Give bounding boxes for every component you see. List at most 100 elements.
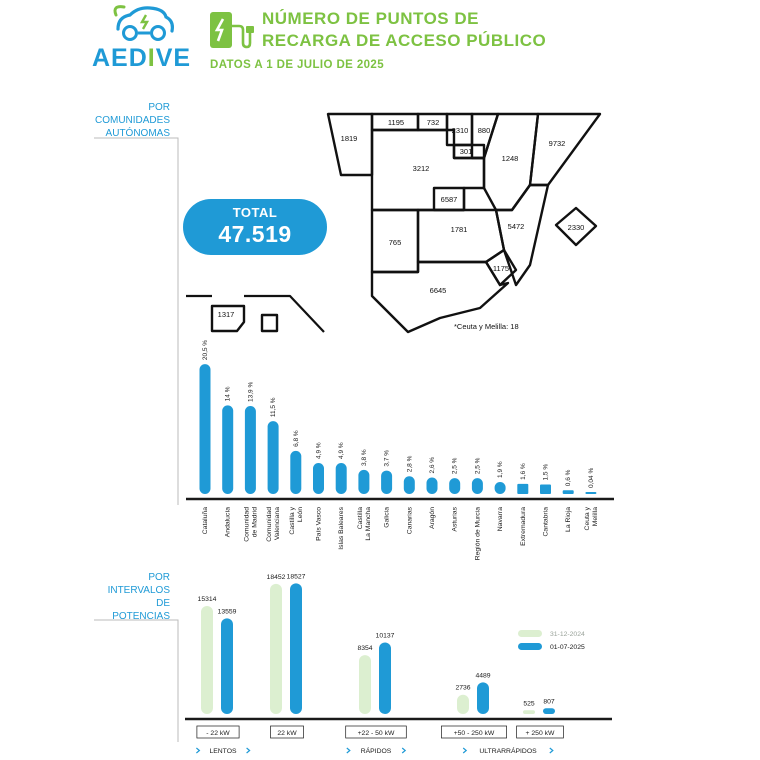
category-label: Castilla y <box>289 506 296 534</box>
map-value-baleares: 2330 <box>568 223 585 232</box>
category-box: - 22 kW <box>196 725 240 739</box>
regions-bar-chart: 20,5 % Cataluña 14 % Andalucía 13,9 % Comunid… <box>186 340 614 560</box>
category-label: León <box>297 507 304 522</box>
map-value-castilla-la-mancha: 1781 <box>451 225 468 234</box>
map-region-comunidad-valenciana <box>494 183 550 287</box>
bar <box>426 477 438 494</box>
category-label: La Mancha <box>365 507 372 541</box>
bar <box>523 710 535 714</box>
value-label: 3,7 % <box>384 450 391 467</box>
category-box-border <box>441 725 507 739</box>
category-box-border <box>196 725 240 739</box>
map-value-extremadura: 765 <box>389 238 402 247</box>
spain-map <box>186 112 602 334</box>
category-label: Canarias <box>406 506 413 534</box>
bar <box>244 405 256 494</box>
category-label: Aragón <box>429 507 436 529</box>
category-label: Islas Baleares <box>338 506 345 549</box>
bar <box>585 492 597 494</box>
value-label: 14 % <box>225 386 232 401</box>
section-label-line: INTERVALOS <box>107 585 170 596</box>
value-label: 13,9 % <box>247 382 254 402</box>
bar <box>562 490 574 494</box>
map-value-asturias: 1195 <box>388 118 404 127</box>
chevron-right-icon <box>196 747 201 754</box>
value-label: 0,04 % <box>588 468 595 488</box>
chevron-right-icon <box>462 747 468 754</box>
category-label: Región de Murcia <box>474 507 481 560</box>
value-label: 4489 <box>475 672 490 679</box>
value-label: 1,9 % <box>497 461 504 478</box>
category-label: Cantabria <box>543 507 550 537</box>
total-badge: TOTAL 47.519 <box>183 199 327 255</box>
group-label-text: ULTRARRÁPIDOS <box>479 746 537 755</box>
value-label: 15314 <box>198 596 217 603</box>
category-label: Extremadura <box>520 507 527 546</box>
map-value-navarra: 880 <box>478 126 491 135</box>
group-label-text: LENTOS <box>209 748 237 755</box>
total-value: 47.519 <box>218 221 292 247</box>
value-label: 20,5 % <box>202 340 209 360</box>
bar <box>494 481 506 494</box>
bar <box>290 450 302 494</box>
category-label: Valenciana <box>274 507 281 540</box>
bar <box>201 605 213 714</box>
bar <box>457 694 469 714</box>
value-label: 18527 <box>287 573 306 580</box>
category-label: Melilla <box>592 507 599 526</box>
legend-label: 01-07-2025 <box>550 644 585 651</box>
value-label: 2,8 % <box>406 455 413 472</box>
bar <box>403 476 415 494</box>
section-label-power: POR INTERVALOS DE POTENCIAS <box>108 571 170 623</box>
group-label: ULTRARRÁPIDOS <box>462 746 554 755</box>
legend: 31-12-2024 01-07-2025 <box>518 630 585 651</box>
section-label-line: DE <box>156 598 170 609</box>
aedive-logo-icon <box>113 5 174 41</box>
chevron-right-icon <box>549 747 554 754</box>
category-box: +50 - 250 kW <box>441 725 507 739</box>
category-box-border <box>516 725 564 739</box>
category-box: 22 kW <box>270 725 304 739</box>
map-value-cantabria: 732 <box>427 118 440 127</box>
group-label: RÁPIDOS <box>346 746 407 755</box>
chevron-right-icon <box>401 747 407 754</box>
brand-name: AEDIVE <box>92 44 191 73</box>
map-value-canarias: 1317 <box>218 310 235 319</box>
value-label: 4,9 % <box>338 442 345 459</box>
category-label: Ceuta y <box>584 506 591 530</box>
section-bracket-power <box>94 619 179 742</box>
category-label: País Vasco <box>316 507 323 541</box>
value-label: 2,5 % <box>452 457 459 474</box>
category-label: + 250 kW <box>526 730 555 737</box>
map-value-castilla-leon: 3212 <box>413 164 430 173</box>
section-label-line: POTENCIAS <box>112 611 170 622</box>
value-label: 18452 <box>267 574 286 581</box>
category-box: +22 - 50 kW <box>345 725 407 739</box>
map-value-comunidad-valenciana: 5472 <box>508 222 525 231</box>
bar <box>358 469 370 494</box>
map-value-galicia: 1819 <box>341 134 358 143</box>
bar <box>290 583 302 714</box>
map-footnote: *Ceuta y Melilla: 18 <box>454 322 519 331</box>
category-label: Cataluña <box>202 507 209 534</box>
value-label: 2,6 % <box>429 457 436 474</box>
legend-label: 31-12-2024 <box>550 631 585 638</box>
page-subtitle: DATOS A 1 DE JULIO DE 2025 <box>210 59 385 71</box>
section-bracket-regions <box>94 137 179 505</box>
value-label: 1,6 % <box>520 463 527 480</box>
map-value-madrid: 6587 <box>441 195 458 204</box>
category-label: Galicia <box>384 507 391 528</box>
bar <box>221 618 233 714</box>
chevron-right-icon <box>246 747 251 754</box>
map-region-andalucia <box>370 260 510 334</box>
chevron-right-icon <box>346 747 351 754</box>
map-frame-canarias <box>186 294 325 333</box>
map-region-canarias-islet <box>260 313 279 333</box>
map-value-pais-vasco: 2310 <box>452 126 469 135</box>
category-label: Andalucía <box>225 507 232 537</box>
bar <box>471 478 483 494</box>
category-box: + 250 kW <box>516 725 564 739</box>
legend-swatch <box>518 630 542 637</box>
category-label: Castilla <box>357 507 364 530</box>
